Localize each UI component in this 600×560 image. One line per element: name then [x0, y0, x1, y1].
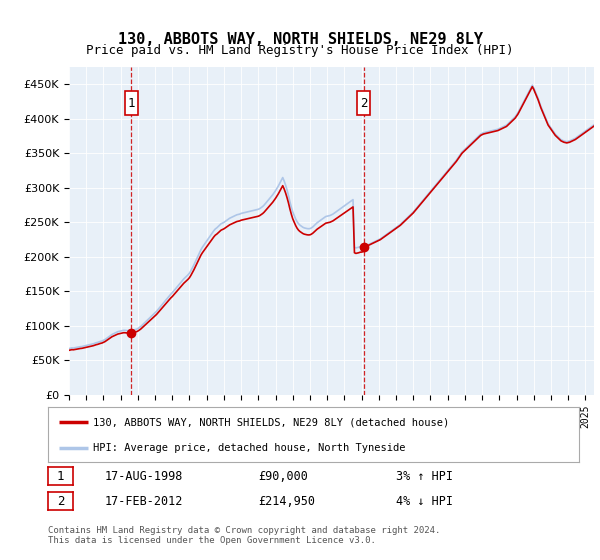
FancyBboxPatch shape — [358, 91, 370, 115]
Text: HPI: Average price, detached house, North Tyneside: HPI: Average price, detached house, Nort… — [93, 444, 406, 453]
Text: £90,000: £90,000 — [258, 469, 308, 483]
Text: 130, ABBOTS WAY, NORTH SHIELDS, NE29 8LY: 130, ABBOTS WAY, NORTH SHIELDS, NE29 8LY — [118, 32, 482, 46]
Text: Contains HM Land Registry data © Crown copyright and database right 2024.
This d: Contains HM Land Registry data © Crown c… — [48, 526, 440, 545]
Text: 17-FEB-2012: 17-FEB-2012 — [105, 494, 184, 508]
Text: 3% ↑ HPI: 3% ↑ HPI — [396, 469, 453, 483]
FancyBboxPatch shape — [125, 91, 138, 115]
Text: £214,950: £214,950 — [258, 494, 315, 508]
Text: 4% ↓ HPI: 4% ↓ HPI — [396, 494, 453, 508]
Text: 2: 2 — [57, 494, 64, 508]
Text: 1: 1 — [128, 97, 135, 110]
Text: Price paid vs. HM Land Registry's House Price Index (HPI): Price paid vs. HM Land Registry's House … — [86, 44, 514, 57]
Text: 1: 1 — [57, 469, 64, 483]
Text: 2: 2 — [360, 97, 368, 110]
Text: 130, ABBOTS WAY, NORTH SHIELDS, NE29 8LY (detached house): 130, ABBOTS WAY, NORTH SHIELDS, NE29 8LY… — [93, 418, 449, 427]
Text: 17-AUG-1998: 17-AUG-1998 — [105, 469, 184, 483]
